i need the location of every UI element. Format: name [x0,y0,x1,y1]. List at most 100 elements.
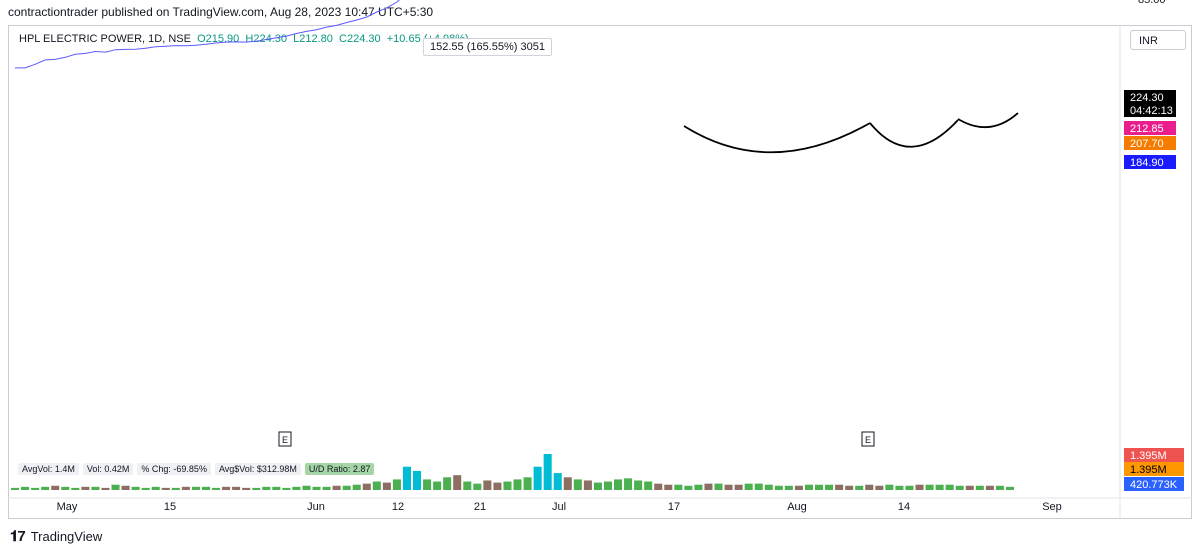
volume-bar [724,484,733,490]
volume-bar [583,480,592,490]
chart-frame [8,25,1192,519]
volume-bar [171,487,180,490]
price-tag [1124,136,1176,150]
volume-bar [61,486,70,490]
x-tick-label: Sep [1042,501,1062,513]
volume-bar [201,486,210,490]
volume-bar [71,487,80,490]
volume-bar [191,486,200,490]
volume-bar [614,479,623,490]
price-tag-label: 207.70 [1130,138,1164,150]
volume-bar [101,487,110,490]
earnings-marker-label: E [282,435,288,445]
price-tag [1124,155,1176,169]
volume-bar [302,485,311,490]
price-tag [1124,121,1176,135]
volume-bar [875,485,884,490]
volume-bar [41,486,50,490]
volume-bar [744,483,753,490]
x-tick-label: 15 [164,501,176,513]
moving-average-line [15,0,400,69]
volume-bar [915,484,924,490]
price-tag-label: 224.30 [1130,92,1164,104]
volume-bar [784,485,793,490]
volume-bar [151,486,160,490]
volume-tag-label: 1.395M [1130,464,1167,476]
currency-button[interactable]: INR [1130,30,1186,50]
volume-bar [754,483,763,490]
volume-bar [91,486,100,490]
volume-bar [563,477,572,490]
avgvol-label: AvgVol: 1.4M [18,463,79,475]
low-value: L212.80 [293,33,333,45]
volume-bar [1005,486,1014,490]
price-tag [1124,90,1176,104]
volume-bar [433,481,442,490]
volume-tag-label: 1.395M [1130,450,1167,462]
high-value: H224.30 [245,33,288,45]
volume-bar [392,479,401,490]
volume-bar [212,487,221,490]
volume-tag-label: 420.773K [1130,479,1178,491]
x-tick-label: 21 [474,501,486,513]
volume-bar [865,484,874,490]
volume-bar [845,485,854,490]
price-tag-label: 04:42:13 [1130,105,1173,117]
volume-bar [483,480,492,490]
volume-bar [181,486,190,490]
volume-bar [815,484,824,490]
volume-legend: AvgVol: 1.4M Vol: 0.42M % Chg: -69.85% A… [18,463,375,475]
volume-tag [1124,462,1184,476]
volume-bar [493,482,502,490]
volume-bar [51,485,60,490]
handle-arc [869,119,959,148]
earnings-marker-label: E [865,435,871,445]
volume-bar [543,454,552,490]
volume-bar [644,481,653,490]
volume-bar [804,484,813,490]
volume-bar [654,483,663,490]
volume-bar [272,486,281,490]
volume-bar [81,486,90,490]
symbol-title[interactable]: HPL ELECTRIC POWER, 1D, NSE [19,33,191,45]
measure-label: 152.55 (165.55%) 3051 [423,38,552,56]
volume-bar [423,479,432,490]
volume-bar [513,479,522,490]
price-tag-label: 184.90 [1130,157,1164,169]
volume-bar [634,480,643,490]
volume-bar [252,487,261,490]
volume-bar [232,486,241,490]
x-tick-label: Jun [307,501,325,513]
volume-bar [413,470,422,490]
x-tick-label: 17 [668,501,680,513]
volume-bar [473,483,482,490]
volume-bar [443,477,452,490]
volume-bar [774,485,783,490]
volume-bar [553,473,562,490]
footer: 𝟏7 TradingView [10,528,102,545]
volume-bar [925,484,934,490]
x-tick-label: Jul [552,501,566,513]
avg-dollar-vol-label: Avg$Vol: $312.98M [214,463,301,475]
vol-label: Vol: 0.42M [82,463,134,475]
x-tick-label: Aug [787,501,807,513]
price-tag-label: 212.85 [1130,123,1164,135]
volume-bar [402,466,411,490]
x-tick-label: 14 [898,501,910,513]
volume-bar [322,486,331,490]
close-value: C224.30 [339,33,381,45]
volume-bar [332,485,341,490]
volume-bar [975,485,984,490]
volume-bar [794,485,803,490]
volume-bar [262,486,271,490]
volume-bar [905,485,914,490]
volume-bar [161,487,170,490]
volume-bar [362,483,371,490]
volume-bar [453,475,462,490]
volume-tag [1124,448,1184,462]
published-line: contractiontrader published on TradingVi… [8,5,434,19]
earnings-marker-icon [278,431,292,447]
volume-bar [463,481,472,490]
footer-brand[interactable]: TradingView [30,529,103,544]
